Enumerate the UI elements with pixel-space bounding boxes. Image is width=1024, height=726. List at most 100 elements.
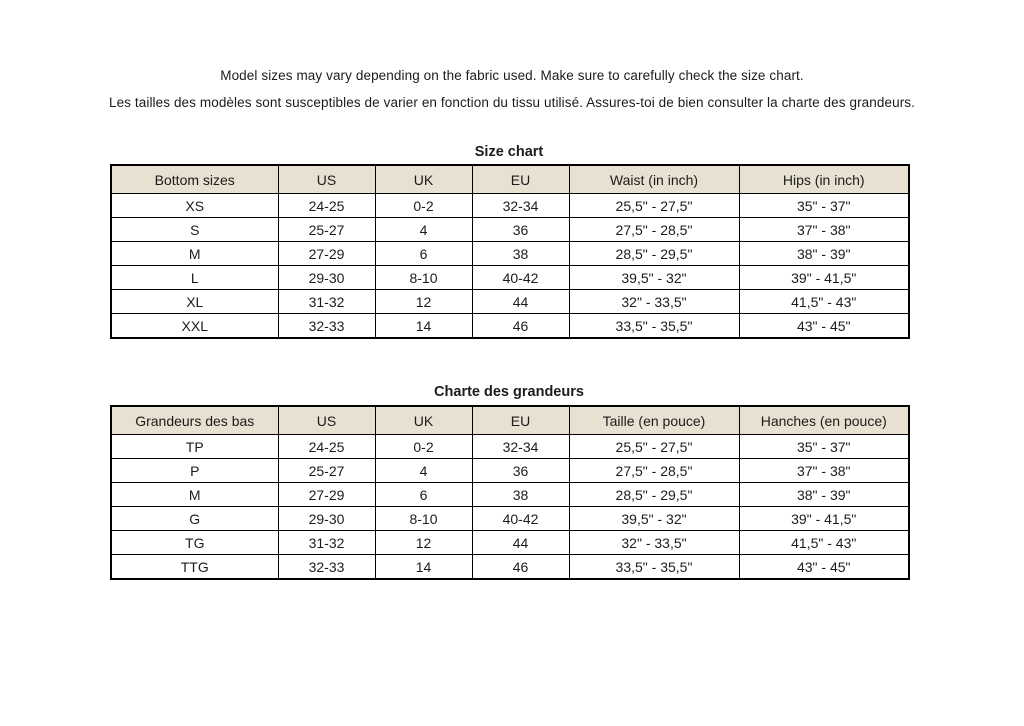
table-cell: S — [110, 217, 279, 242]
table-cell: 25-27 — [277, 458, 376, 483]
column-header: EU — [471, 164, 570, 194]
table-cell: 41,5" - 43" — [738, 289, 910, 314]
column-header: Bottom sizes — [110, 164, 279, 194]
table-cell: 33,5" - 35,5" — [568, 313, 740, 339]
table-cell: 4 — [374, 217, 473, 242]
table-cell: 36 — [471, 458, 570, 483]
table-cell: 25-27 — [277, 217, 376, 242]
table-row: TG 31-32 12 44 32" - 33,5" 41,5" - 43" — [110, 530, 910, 555]
table-row: TP 24-25 0-2 32-34 25,5" - 27,5" 35" - 37" — [110, 434, 910, 459]
table-cell: TG — [110, 530, 279, 555]
table-cell: 8-10 — [374, 506, 473, 531]
table-row: L 29-30 8-10 40-42 39,5" - 32" 39" - 41,5" — [110, 265, 910, 290]
size-chart-title: Size chart — [474, 144, 544, 160]
table-cell: 39,5" - 32" — [568, 265, 740, 290]
table-cell: 35" - 37" — [738, 193, 910, 218]
table-cell: 38" - 39" — [738, 482, 910, 507]
table-cell: 14 — [374, 554, 473, 580]
table-cell: 43" - 45" — [738, 554, 910, 580]
table-row: M 27-29 6 38 28,5" - 29,5" 38" - 39" — [110, 241, 910, 266]
table-row: M 27-29 6 38 28,5" - 29,5" 38" - 39" — [110, 482, 910, 507]
table-cell: 32" - 33,5" — [568, 289, 740, 314]
table-row: XS 24-25 0-2 32-34 25,5" - 27,5" 35" - 37" — [110, 193, 910, 218]
table-cell: M — [110, 241, 279, 266]
column-header: Waist (in inch) — [568, 164, 740, 194]
table-cell: 37" - 38" — [738, 458, 910, 483]
column-header: Grandeurs des bas — [110, 405, 279, 435]
table-cell: 24-25 — [277, 434, 376, 459]
table-cell: 40-42 — [471, 265, 570, 290]
table-cell: 31-32 — [277, 530, 376, 555]
table-cell: 32-34 — [471, 434, 570, 459]
column-header: Taille (en pouce) — [568, 405, 740, 435]
table-cell: 43" - 45" — [738, 313, 910, 339]
table-cell: 46 — [471, 554, 570, 580]
table-cell: 37" - 38" — [738, 217, 910, 242]
table-cell: G — [110, 506, 279, 531]
table-cell: P — [110, 458, 279, 483]
table-cell: 32-33 — [277, 313, 376, 339]
column-header: Hanches (en pouce) — [738, 405, 910, 435]
table-row: G 29-30 8-10 40-42 39,5" - 32" 39" - 41,5" — [110, 506, 910, 531]
table-cell: 32" - 33,5" — [568, 530, 740, 555]
table-cell: 38" - 39" — [738, 241, 910, 266]
table-row: P 25-27 4 36 27,5" - 28,5" 37" - 38" — [110, 458, 910, 483]
table-cell: 29-30 — [277, 265, 376, 290]
table-cell: 27-29 — [277, 241, 376, 266]
table-cell: 12 — [374, 530, 473, 555]
table-cell: 29-30 — [277, 506, 376, 531]
table-cell: 39" - 41,5" — [738, 506, 910, 531]
table-row: XL 31-32 12 44 32" - 33,5" 41,5" - 43" — [110, 289, 910, 314]
table-cell: 25,5" - 27,5" — [568, 434, 740, 459]
table-cell: XXL — [110, 313, 279, 339]
table-cell: 27,5" - 28,5" — [568, 458, 740, 483]
charte-grandeurs-title: Charte des grandeurs — [434, 384, 584, 400]
table-cell: 14 — [374, 313, 473, 339]
table-cell: 8-10 — [374, 265, 473, 290]
table-cell: 46 — [471, 313, 570, 339]
size-chart-table-english: Bottom sizes US UK EU Waist (in inch) Hips (i… — [110, 164, 910, 339]
table-cell: 28,5" - 29,5" — [568, 241, 740, 266]
table-cell: 35" - 37" — [738, 434, 910, 459]
header-row: Grandeurs des bas US UK EU Taille (en pouce)… — [110, 405, 910, 435]
table-cell: 32-34 — [471, 193, 570, 218]
table-row: S 25-27 4 36 27,5" - 28,5" 37" - 38" — [110, 217, 910, 242]
table-cell: 39" - 41,5" — [738, 265, 910, 290]
column-header: EU — [471, 405, 570, 435]
table-cell: L — [110, 265, 279, 290]
table-cell: 0-2 — [374, 434, 473, 459]
table-cell: 38 — [471, 241, 570, 266]
note-english: Model sizes may vary depending on the fa… — [220, 68, 804, 83]
table-cell: 36 — [471, 217, 570, 242]
table-cell: 44 — [471, 289, 570, 314]
table-cell: 39,5" - 32" — [568, 506, 740, 531]
table-cell: 4 — [374, 458, 473, 483]
table-cell: 27-29 — [277, 482, 376, 507]
table-cell: XS — [110, 193, 279, 218]
size-chart-table-french: Grandeurs des bas US UK EU Taille (en pouce)… — [110, 405, 910, 580]
table-cell: XL — [110, 289, 279, 314]
column-header: UK — [374, 405, 473, 435]
table-cell: 38 — [471, 482, 570, 507]
table-cell: 28,5" - 29,5" — [568, 482, 740, 507]
table-cell: 31-32 — [277, 289, 376, 314]
table-cell: 44 — [471, 530, 570, 555]
table-cell: 25,5" - 27,5" — [568, 193, 740, 218]
table-cell: TP — [110, 434, 279, 459]
table-cell: 33,5" - 35,5" — [568, 554, 740, 580]
table-row: TTG 32-33 14 46 33,5" - 35,5" 43" - 45" — [110, 554, 910, 580]
table-cell: 40-42 — [471, 506, 570, 531]
table-row: XXL 32-33 14 46 33,5" - 35,5" 43" - 45" — [110, 313, 910, 339]
column-header: UK — [374, 164, 473, 194]
table-cell: 32-33 — [277, 554, 376, 580]
column-header: US — [277, 405, 376, 435]
table-cell: 27,5" - 28,5" — [568, 217, 740, 242]
column-header: Hips (in inch) — [738, 164, 910, 194]
column-header: US — [277, 164, 376, 194]
header-row: Bottom sizes US UK EU Waist (in inch) Hips (i… — [110, 164, 910, 194]
table-cell: TTG — [110, 554, 279, 580]
table-cell: M — [110, 482, 279, 507]
table-cell: 6 — [374, 482, 473, 507]
table-cell: 12 — [374, 289, 473, 314]
